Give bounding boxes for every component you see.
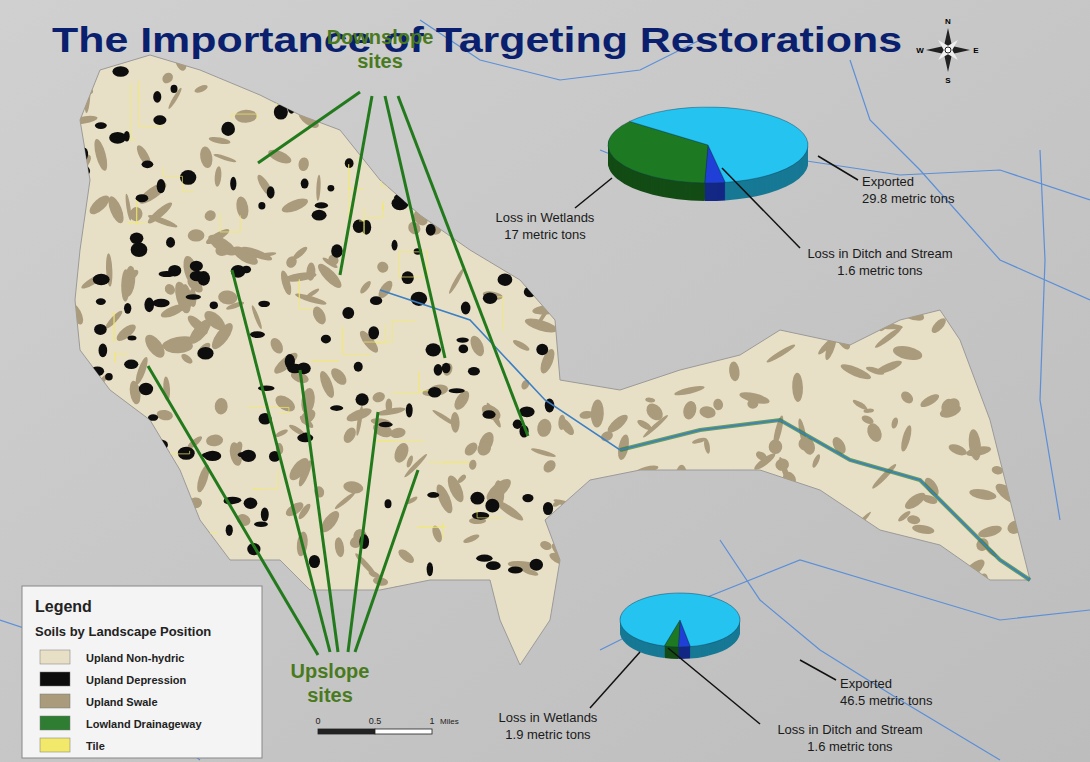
svg-text:W: W (916, 46, 924, 55)
svg-text:1.9 metric tons: 1.9 metric tons (505, 727, 591, 742)
svg-text:sites: sites (357, 50, 403, 72)
svg-text:sites: sites (307, 684, 353, 706)
svg-text:Lowland Drainageway: Lowland Drainageway (86, 718, 202, 730)
svg-text:Upland Depression: Upland Depression (86, 674, 187, 686)
svg-text:46.5 metric tons: 46.5 metric tons (840, 693, 933, 708)
svg-text:S: S (945, 76, 951, 85)
svg-text:Loss in Ditch and Stream: Loss in Ditch and Stream (777, 722, 922, 737)
svg-text:Exported: Exported (862, 174, 914, 189)
svg-text:1.6 metric tons: 1.6 metric tons (837, 263, 923, 278)
svg-text:1.6 metric tons: 1.6 metric tons (807, 739, 893, 754)
svg-text:Upslope: Upslope (291, 660, 370, 682)
svg-text:Upland Swale: Upland Swale (86, 696, 158, 708)
svg-text:29.8 metric tons: 29.8 metric tons (862, 191, 955, 206)
svg-text:Loss in Wetlands: Loss in Wetlands (496, 210, 595, 225)
svg-text:Miles: Miles (440, 717, 459, 726)
svg-text:Legend: Legend (35, 598, 92, 615)
svg-text:Downslope: Downslope (327, 26, 434, 48)
svg-text:Loss in Ditch and Stream: Loss in Ditch and Stream (807, 246, 952, 261)
svg-text:N: N (945, 17, 951, 26)
svg-text:Tile: Tile (86, 740, 105, 752)
svg-text:Exported: Exported (840, 676, 892, 691)
svg-text:0.5: 0.5 (369, 716, 382, 726)
svg-text:0: 0 (315, 716, 320, 726)
svg-text:The Importance of Targeting Re: The Importance of Targeting Restorations (52, 20, 902, 59)
svg-text:Loss in Wetlands: Loss in Wetlands (499, 710, 598, 725)
svg-text:E: E (973, 46, 979, 55)
svg-text:17 metric tons: 17 metric tons (504, 227, 586, 242)
svg-text:Soils by Landscape Position: Soils by Landscape Position (35, 624, 211, 639)
svg-text:1: 1 (429, 716, 434, 726)
svg-text:Upland Non-hydric: Upland Non-hydric (86, 652, 184, 664)
